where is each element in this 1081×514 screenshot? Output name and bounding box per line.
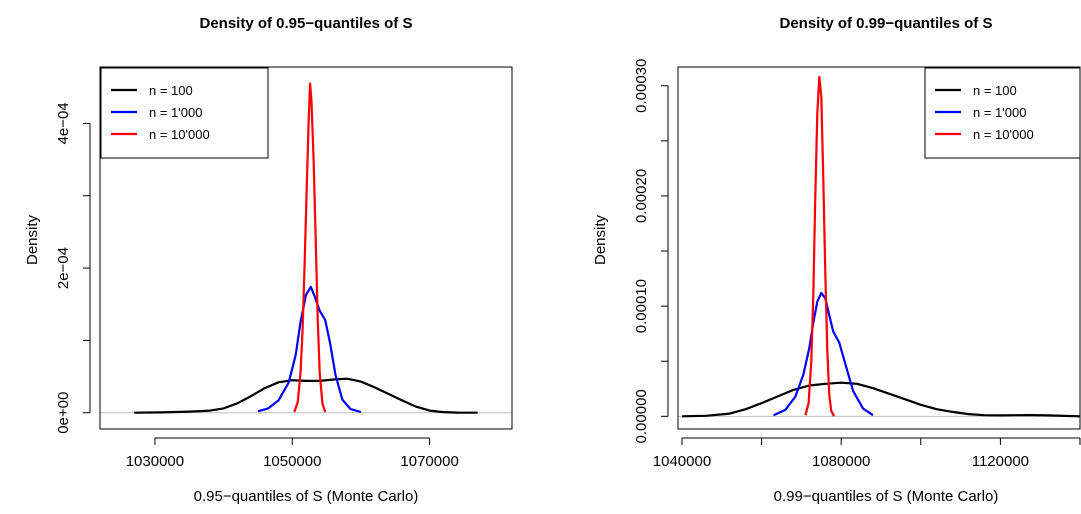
series-line-left-3: [293, 82, 327, 413]
chart-title-left: Density of 0.95−quantiles of S: [200, 15, 413, 32]
x-tick-label-right: 1040000: [653, 453, 711, 470]
legend-right: n = 100 n = 1'000 n = 10'000: [924, 67, 1081, 159]
series-layer-right: [681, 75, 1081, 418]
panel-right: Density of 0.99−quantiles of S 0.99−quan…: [592, 15, 1081, 505]
y-tick-label-left: 2e−04: [55, 247, 72, 289]
x-tick-label-left: 1070000: [400, 453, 458, 470]
y-axis-right: 0.00000 0.00010 0.00020 0.00030: [633, 59, 669, 443]
y-tick-label-right: 0.00010: [633, 279, 650, 333]
chart-title-right: Density of 0.99−quantiles of S: [780, 15, 993, 32]
x-axis-right: 1040000 1080000 1120000: [653, 437, 1081, 470]
legend-label-right-3: n = 10'000: [973, 127, 1034, 142]
legend-label-left-2: n = 1'000: [149, 105, 202, 120]
series-line-right-1: [681, 381, 1081, 418]
x-tick-label-left: 1050000: [263, 453, 321, 470]
y-tick-label-right: 0.00000: [633, 389, 650, 443]
series-line-right-2: [773, 291, 874, 417]
series-line-right-3: [804, 75, 835, 417]
y-tick-label-left: 0e+00: [55, 392, 72, 434]
y-axis-label-right: Density: [592, 214, 609, 265]
series-layer-left: [134, 82, 478, 414]
legend-label-right-1: n = 100: [973, 83, 1017, 98]
series-line-left-2: [257, 285, 362, 414]
plot-frame-right: [677, 66, 1081, 430]
y-tick-label-left: 4e−04: [55, 102, 72, 144]
x-axis-left: 1030000 1050000 1070000: [126, 437, 459, 470]
legend-label-left-1: n = 100: [149, 83, 193, 98]
y-axis-left: 0e+00 2e−04 4e−04: [55, 102, 91, 434]
x-tick-label-right: 1080000: [812, 453, 870, 470]
x-tick-label-right: 1120000: [972, 453, 1029, 470]
plot-frame-left: [99, 66, 513, 430]
x-tick-label-left: 1030000: [126, 453, 184, 470]
legend-label-left-3: n = 10'000: [149, 127, 210, 142]
panel-left: Density of 0.95−quantiles of S 0.95−quan…: [24, 15, 513, 505]
y-tick-label-right: 0.00020: [633, 169, 650, 223]
legend-label-right-2: n = 1'000: [973, 105, 1026, 120]
series-line-left-1: [134, 377, 478, 414]
y-axis-label-left: Density: [24, 214, 41, 265]
y-tick-label-right: 0.00030: [633, 59, 650, 113]
x-axis-label-left: 0.95−quantiles of S (Monte Carlo): [194, 488, 419, 505]
x-axis-label-right: 0.99−quantiles of S (Monte Carlo): [774, 488, 999, 505]
legend-left: n = 100 n = 1'000 n = 10'000: [100, 67, 269, 159]
